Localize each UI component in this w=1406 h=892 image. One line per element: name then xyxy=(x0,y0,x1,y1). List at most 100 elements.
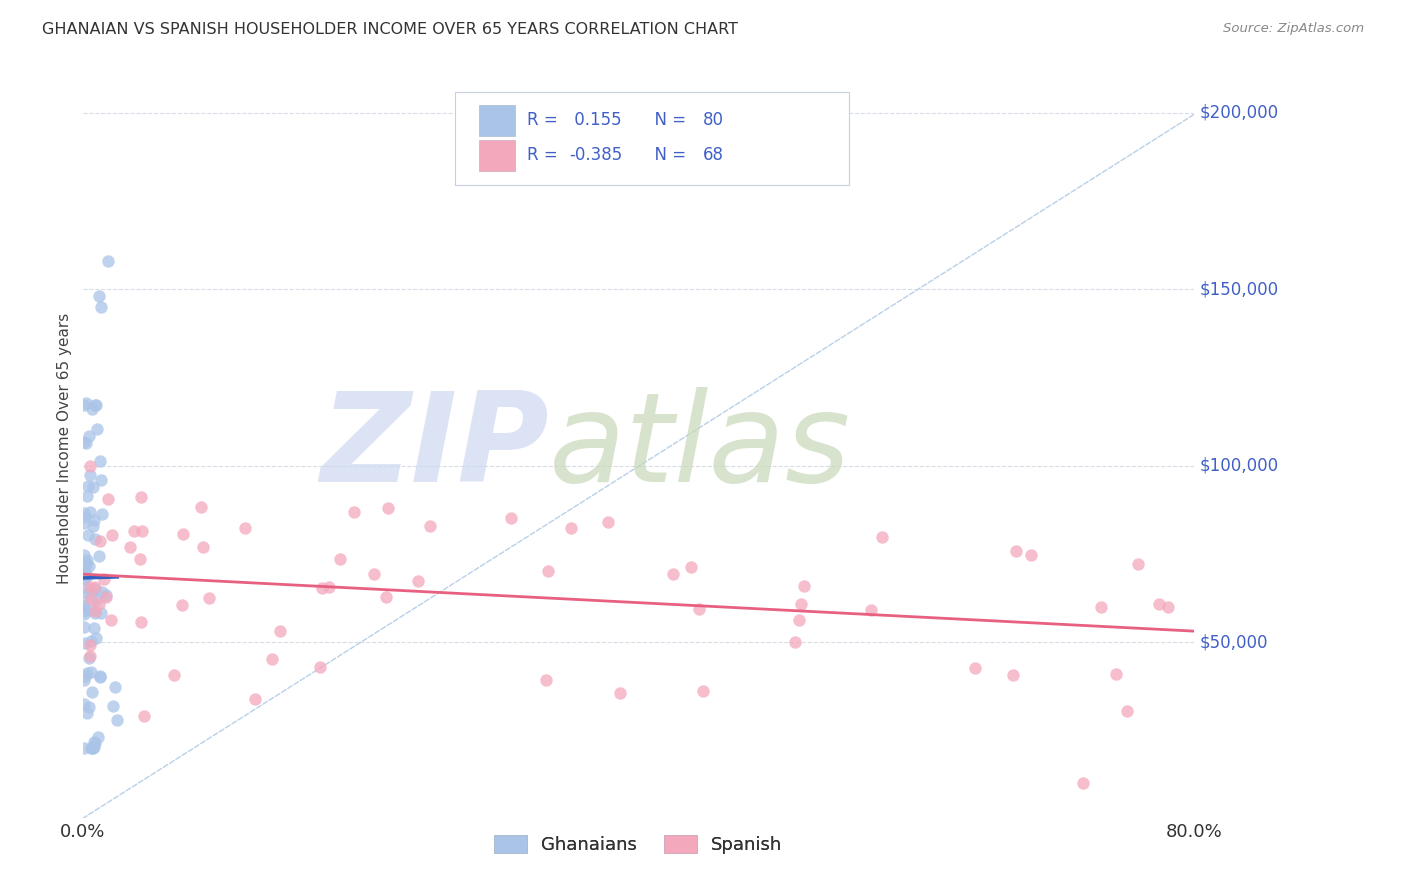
Point xyxy=(73,572,96,586)
Point xyxy=(73,636,96,650)
Point xyxy=(77,528,100,542)
Point xyxy=(1128,558,1150,572)
Point xyxy=(419,518,441,533)
Point xyxy=(73,516,96,530)
Point xyxy=(1147,597,1170,611)
Point xyxy=(86,422,108,436)
Point xyxy=(79,468,101,483)
Point xyxy=(129,552,152,566)
Point xyxy=(83,740,105,755)
Point xyxy=(79,648,101,663)
Text: $100,000: $100,000 xyxy=(1199,457,1278,475)
Point xyxy=(80,401,103,416)
Text: $150,000: $150,000 xyxy=(1199,280,1278,298)
Point xyxy=(76,478,98,492)
Text: R =: R = xyxy=(527,146,564,164)
Point xyxy=(859,603,882,617)
Point xyxy=(77,429,100,443)
Point xyxy=(1004,544,1026,558)
Point xyxy=(96,588,118,602)
Point xyxy=(82,480,104,494)
Point xyxy=(83,532,105,546)
Point xyxy=(75,435,97,450)
Point xyxy=(785,635,807,649)
Point xyxy=(75,582,97,596)
Point xyxy=(190,500,212,515)
Point xyxy=(82,519,104,533)
Point xyxy=(375,590,398,604)
Point xyxy=(73,594,96,608)
Point xyxy=(311,581,333,595)
Text: $50,000: $50,000 xyxy=(1199,633,1268,651)
Point xyxy=(131,524,153,538)
Point xyxy=(73,620,96,634)
Point xyxy=(83,513,105,527)
Point xyxy=(131,615,153,630)
Point xyxy=(1105,667,1128,681)
Point xyxy=(84,398,107,412)
Point xyxy=(91,585,114,599)
Point xyxy=(1116,704,1139,718)
Point xyxy=(73,434,96,449)
Point xyxy=(536,673,558,688)
Point xyxy=(661,566,683,581)
Point xyxy=(73,673,96,687)
Point xyxy=(80,592,103,607)
Point xyxy=(129,490,152,504)
Point xyxy=(101,698,124,713)
Point xyxy=(73,548,96,562)
Point xyxy=(318,580,340,594)
Point xyxy=(363,567,385,582)
Point xyxy=(73,740,96,755)
Y-axis label: Householder Income Over 65 years: Householder Income Over 65 years xyxy=(58,312,72,583)
Point xyxy=(89,289,111,303)
Point xyxy=(90,607,112,621)
Point xyxy=(77,586,100,600)
Point xyxy=(75,557,97,571)
Point xyxy=(83,398,105,412)
Point xyxy=(79,665,101,679)
Text: 68: 68 xyxy=(703,146,724,164)
Point xyxy=(872,530,894,544)
Point xyxy=(233,520,256,534)
Point xyxy=(87,597,110,611)
Point xyxy=(1090,599,1112,614)
Point xyxy=(83,604,105,618)
Point xyxy=(82,740,104,755)
Point xyxy=(96,590,118,604)
Point xyxy=(329,551,352,566)
Point xyxy=(87,730,110,744)
Point xyxy=(104,680,127,694)
Point xyxy=(83,621,105,635)
Text: 0.155: 0.155 xyxy=(569,112,621,129)
Text: N =: N = xyxy=(644,112,692,129)
FancyBboxPatch shape xyxy=(479,140,515,170)
Point xyxy=(262,652,284,666)
Point xyxy=(73,604,96,618)
Point xyxy=(73,509,96,524)
Point xyxy=(76,706,98,721)
Point xyxy=(97,492,120,507)
Point xyxy=(89,669,111,683)
Point xyxy=(965,660,987,674)
Point xyxy=(73,599,96,614)
Point xyxy=(787,613,810,627)
Point xyxy=(97,254,120,268)
Point xyxy=(73,507,96,521)
Point xyxy=(89,454,111,468)
Point xyxy=(560,521,582,535)
Point xyxy=(80,633,103,648)
Text: GHANAIAN VS SPANISH HOUSEHOLDER INCOME OVER 65 YEARS CORRELATION CHART: GHANAIAN VS SPANISH HOUSEHOLDER INCOME O… xyxy=(42,22,738,37)
Point xyxy=(83,580,105,594)
Point xyxy=(84,631,107,645)
Point xyxy=(79,505,101,519)
Text: Source: ZipAtlas.com: Source: ZipAtlas.com xyxy=(1223,22,1364,36)
Point xyxy=(499,511,522,525)
Point xyxy=(79,603,101,617)
Point xyxy=(76,569,98,583)
Point xyxy=(191,540,214,554)
Point xyxy=(120,540,142,554)
Point xyxy=(1019,549,1042,563)
Point xyxy=(598,515,620,529)
Point xyxy=(76,553,98,567)
